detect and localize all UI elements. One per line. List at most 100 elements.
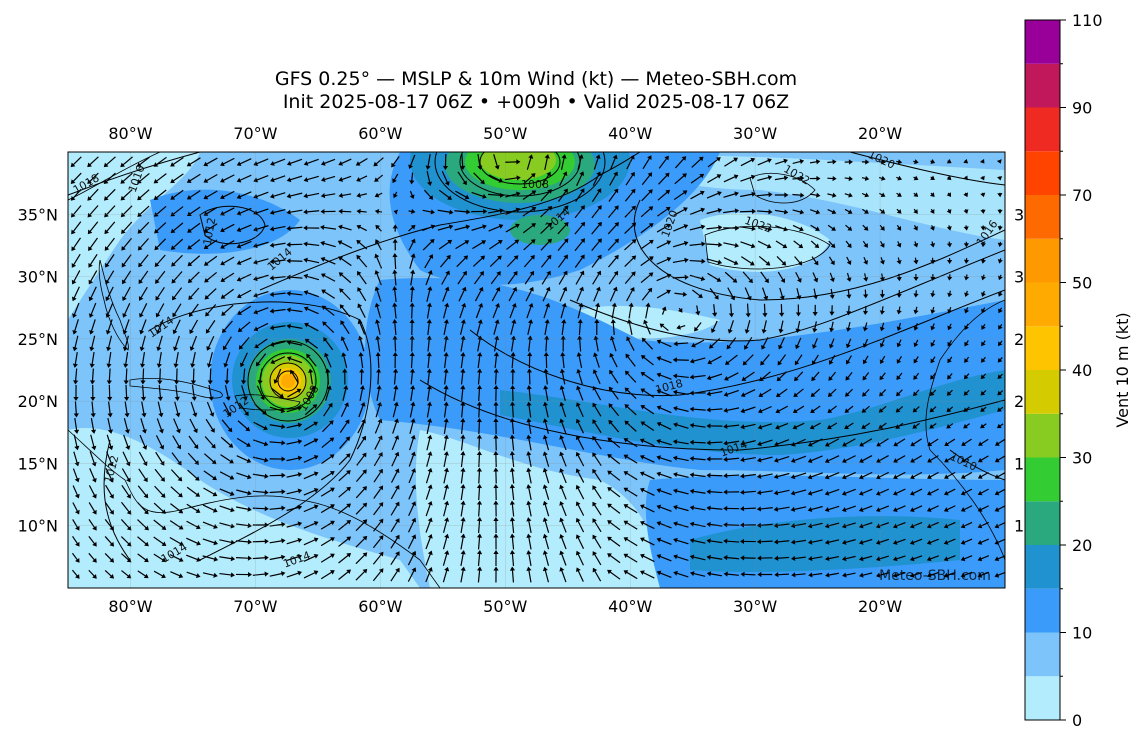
wind-arrow <box>88 237 98 251</box>
wind-arrow <box>524 270 535 285</box>
wind-arrow <box>828 240 836 249</box>
colorbar-band <box>1025 20 1060 64</box>
wind-arrow <box>909 521 923 529</box>
wind-arrow <box>723 407 740 413</box>
wind-arrow <box>963 389 970 396</box>
wind-arrow <box>425 154 431 170</box>
wind-arrow <box>879 273 885 282</box>
wind-arrow <box>893 455 906 463</box>
wind-arrow <box>236 273 252 282</box>
wind-arrow <box>576 368 583 385</box>
wind-arrow <box>656 504 672 512</box>
wind-arrow <box>236 240 252 249</box>
wind-arrow <box>236 506 252 512</box>
wind-arrow <box>543 368 549 385</box>
wind-arrow <box>876 572 889 578</box>
wind-arrow <box>808 572 823 578</box>
wind-arrow <box>876 488 890 496</box>
wind-arrow <box>409 253 416 269</box>
wind-arrow <box>689 505 706 511</box>
wind-arrow <box>137 172 150 184</box>
wind-arrow <box>423 189 434 200</box>
wind-arrow <box>136 156 150 167</box>
wind-arrow <box>810 388 821 398</box>
wind-arrow <box>187 239 201 250</box>
wind-arrow <box>964 340 969 347</box>
wind-arrow <box>104 501 114 515</box>
lon-tick-label: 60°W <box>358 597 402 616</box>
wind-arrow <box>357 319 366 335</box>
wind-arrow <box>977 555 990 562</box>
wind-arrow <box>723 555 740 561</box>
wind-arrow <box>157 384 163 401</box>
wind-arrow <box>757 158 772 166</box>
wind-arrow <box>460 335 466 352</box>
wind-arrow <box>104 553 115 563</box>
wind-arrow <box>489 240 503 250</box>
wind-arrow <box>186 173 201 183</box>
wind-arrow <box>286 242 303 248</box>
wind-arrow <box>253 274 269 282</box>
wind-arrow <box>425 500 433 517</box>
wind-arrow <box>205 304 217 317</box>
wind-arrow <box>609 352 618 368</box>
wind-arrow <box>107 384 113 401</box>
wind-arrow <box>623 537 638 547</box>
wind-arrow <box>575 484 585 500</box>
wind-arrow <box>237 420 251 432</box>
wind-arrow <box>674 156 687 169</box>
wind-arrow <box>996 423 1004 429</box>
wind-arrow <box>303 192 320 199</box>
wind-arrow <box>879 289 886 299</box>
wind-arrow <box>205 418 215 433</box>
wind-arrow <box>657 189 671 201</box>
wind-arrow <box>723 505 740 512</box>
wind-arrow <box>656 257 672 265</box>
wind-arrow <box>774 555 790 561</box>
wind-arrow <box>862 372 870 381</box>
wind-arrow <box>842 438 856 447</box>
wind-arrow <box>72 485 80 499</box>
wind-arrow <box>441 270 450 285</box>
wind-arrow <box>304 421 319 431</box>
wind-arrow <box>476 467 483 484</box>
wind-arrow <box>927 471 939 479</box>
wind-arrow <box>875 555 889 562</box>
wind-arrow <box>269 440 286 446</box>
wind-arrow <box>270 356 286 365</box>
wind-arrow <box>443 484 450 500</box>
wind-arrow <box>810 240 820 249</box>
wind-arrow <box>930 159 936 164</box>
wind-arrow <box>859 572 873 578</box>
wind-arrow <box>757 225 773 232</box>
lon-tick-label: 30°W <box>733 124 777 143</box>
wind-arrow <box>374 319 381 335</box>
wind-arrow <box>896 389 903 397</box>
wind-arrow <box>544 319 550 335</box>
wind-arrow <box>776 371 787 382</box>
wind-arrow <box>206 352 213 368</box>
wind-arrow <box>303 175 319 183</box>
wind-arrow <box>994 555 1005 562</box>
wind-arrow <box>559 501 567 517</box>
wind-arrow <box>980 209 986 214</box>
wind-arrow <box>138 270 149 285</box>
wind-arrow <box>896 224 902 231</box>
wind-arrow <box>862 322 868 332</box>
wind-arrow <box>757 405 772 414</box>
wind-arrow <box>559 286 568 302</box>
wind-arrow <box>137 238 149 251</box>
wind-arrow <box>443 352 449 369</box>
colorbar-band <box>1025 195 1060 239</box>
wind-arrow <box>575 188 585 203</box>
wind-arrow <box>607 520 621 531</box>
wind-arrow <box>252 456 269 463</box>
wind-arrow <box>172 435 182 450</box>
wind-arrow <box>526 434 532 451</box>
wind-arrow <box>526 385 532 402</box>
wind-arrow <box>522 223 536 234</box>
wind-arrow <box>154 222 167 234</box>
lat-tick-label: 30°N <box>18 268 58 287</box>
wind-arrow <box>677 307 683 313</box>
